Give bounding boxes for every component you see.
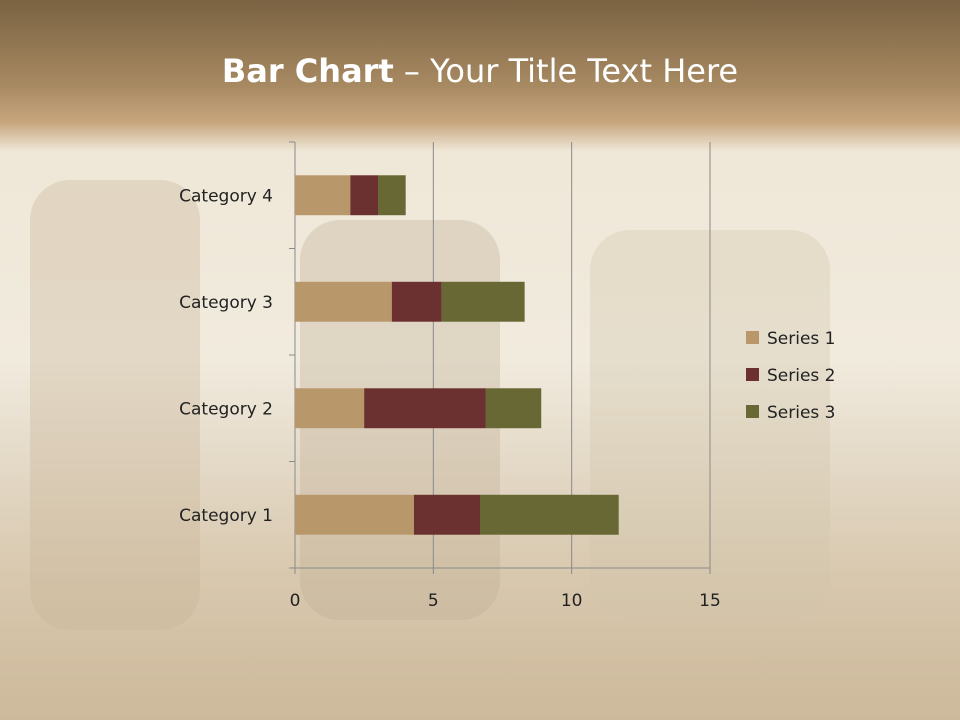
- x-tick-label: 15: [699, 591, 721, 611]
- category-label: Category 3: [179, 293, 273, 313]
- bar-segment: [295, 494, 414, 535]
- x-tick-label: 0: [290, 591, 301, 611]
- category-label: Category 4: [179, 186, 273, 206]
- legend-label: Series 1: [767, 329, 836, 349]
- bar-segment: [480, 494, 619, 535]
- legend-swatch: [746, 405, 759, 418]
- bar-segment: [295, 175, 351, 216]
- category-label: Category 2: [179, 399, 273, 419]
- bar-segment: [441, 281, 525, 322]
- legend-label: Series 3: [767, 403, 836, 423]
- bar-segment: [485, 388, 542, 429]
- legend-swatch: [746, 368, 759, 381]
- x-tick-label: 10: [561, 591, 583, 611]
- title-bold: Bar Chart: [221, 52, 394, 90]
- legend-label: Series 2: [767, 366, 836, 386]
- bar-segment: [391, 281, 442, 322]
- title-rest: – Your Title Text Here: [393, 52, 739, 90]
- bar-segment: [295, 388, 365, 429]
- background-photo-figure: [30, 180, 200, 630]
- bar-segment: [364, 388, 486, 429]
- bar-segment: [295, 281, 392, 322]
- x-tick-label: 5: [428, 591, 439, 611]
- bar-segment: [350, 175, 378, 216]
- bar-segment: [378, 175, 406, 216]
- bar-segment: [413, 494, 481, 535]
- legend-swatch: [746, 331, 759, 344]
- category-label: Category 1: [179, 506, 273, 526]
- slide-title: Bar Chart – Your Title Text Here: [0, 52, 960, 90]
